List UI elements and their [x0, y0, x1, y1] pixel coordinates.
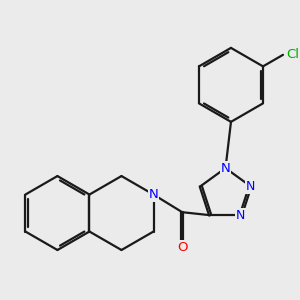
- Text: N: N: [236, 209, 245, 222]
- Text: Cl: Cl: [286, 48, 299, 61]
- Text: N: N: [148, 188, 158, 201]
- Text: O: O: [177, 241, 188, 254]
- Text: N: N: [246, 180, 255, 193]
- Text: N: N: [220, 162, 230, 175]
